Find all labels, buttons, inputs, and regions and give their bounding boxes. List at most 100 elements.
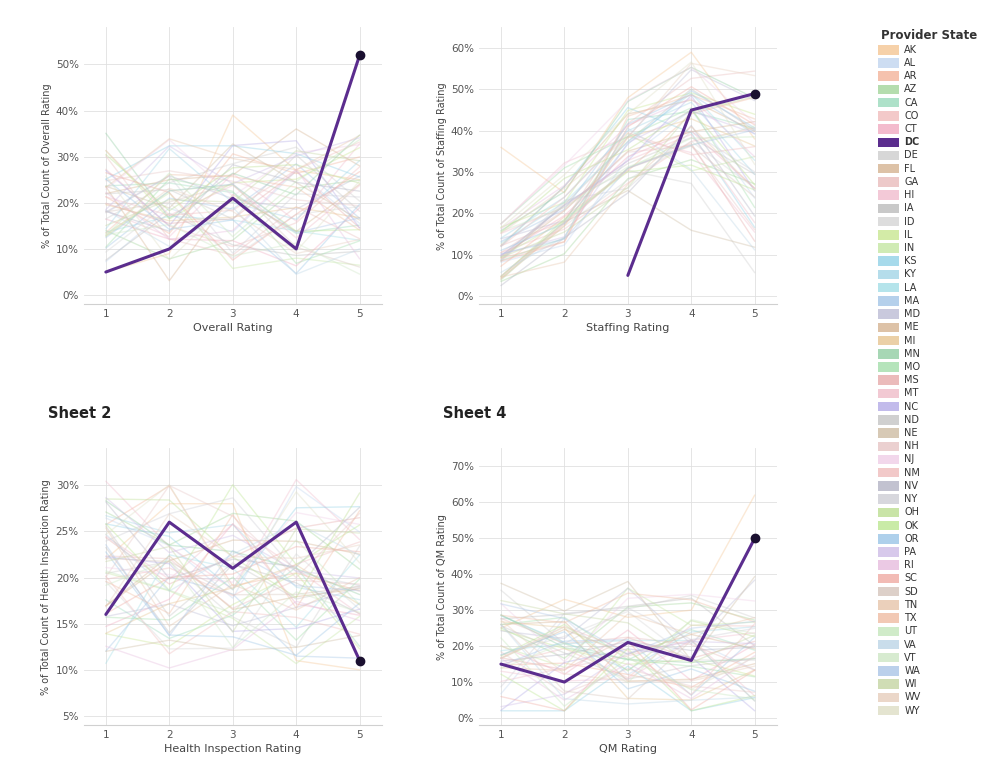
FancyBboxPatch shape <box>878 653 898 662</box>
FancyBboxPatch shape <box>878 111 898 121</box>
FancyBboxPatch shape <box>878 481 898 491</box>
Text: KY: KY <box>904 270 916 279</box>
Text: MD: MD <box>904 309 920 319</box>
FancyBboxPatch shape <box>878 389 898 398</box>
FancyBboxPatch shape <box>878 547 898 557</box>
FancyBboxPatch shape <box>878 680 898 689</box>
Text: CA: CA <box>904 98 918 107</box>
FancyBboxPatch shape <box>878 217 898 227</box>
FancyBboxPatch shape <box>878 428 898 437</box>
Text: SD: SD <box>904 586 918 597</box>
FancyBboxPatch shape <box>878 296 898 306</box>
FancyBboxPatch shape <box>878 177 898 187</box>
X-axis label: Staffing Rating: Staffing Rating <box>586 323 669 333</box>
FancyBboxPatch shape <box>878 125 898 134</box>
Text: WI: WI <box>904 679 917 689</box>
Text: NJ: NJ <box>904 455 914 464</box>
Text: MS: MS <box>904 376 919 385</box>
FancyBboxPatch shape <box>878 692 898 702</box>
FancyBboxPatch shape <box>878 415 898 425</box>
Text: AL: AL <box>904 58 916 68</box>
FancyBboxPatch shape <box>878 283 898 292</box>
FancyBboxPatch shape <box>878 336 898 345</box>
FancyBboxPatch shape <box>878 507 898 517</box>
FancyBboxPatch shape <box>878 441 898 451</box>
FancyBboxPatch shape <box>878 270 898 279</box>
Text: MO: MO <box>904 362 920 372</box>
Text: MA: MA <box>904 296 919 306</box>
FancyBboxPatch shape <box>878 613 898 622</box>
FancyBboxPatch shape <box>878 561 898 570</box>
FancyBboxPatch shape <box>878 706 898 715</box>
FancyBboxPatch shape <box>878 71 898 81</box>
Text: VA: VA <box>904 640 917 649</box>
Text: RI: RI <box>904 561 914 570</box>
FancyBboxPatch shape <box>878 574 898 583</box>
FancyBboxPatch shape <box>878 164 898 173</box>
Text: OH: OH <box>904 507 919 517</box>
FancyBboxPatch shape <box>878 256 898 266</box>
Text: OR: OR <box>904 534 919 544</box>
Text: NH: NH <box>904 441 919 452</box>
FancyBboxPatch shape <box>878 137 898 147</box>
FancyBboxPatch shape <box>878 600 898 610</box>
Y-axis label: % of Total Count of QM Rating: % of Total Count of QM Rating <box>437 514 447 659</box>
Text: DE: DE <box>904 151 918 161</box>
Y-axis label: % of Total Count of Overall Rating: % of Total Count of Overall Rating <box>41 84 51 249</box>
Y-axis label: % of Total Count of Health Inspection Rating: % of Total Count of Health Inspection Ra… <box>41 479 51 695</box>
Text: TX: TX <box>904 613 917 623</box>
Text: NM: NM <box>904 468 920 477</box>
Text: Provider State: Provider State <box>882 29 978 42</box>
Text: IN: IN <box>904 243 914 253</box>
X-axis label: QM Rating: QM Rating <box>599 744 657 754</box>
FancyBboxPatch shape <box>878 85 898 94</box>
FancyBboxPatch shape <box>878 666 898 676</box>
Text: IA: IA <box>904 203 914 213</box>
Text: HI: HI <box>904 191 914 200</box>
FancyBboxPatch shape <box>878 455 898 464</box>
Text: SC: SC <box>904 573 917 583</box>
FancyBboxPatch shape <box>878 243 898 252</box>
Text: CO: CO <box>904 111 919 121</box>
FancyBboxPatch shape <box>878 45 898 55</box>
Text: LA: LA <box>904 283 917 292</box>
FancyBboxPatch shape <box>878 376 898 385</box>
Text: AR: AR <box>904 71 918 82</box>
Text: ND: ND <box>904 415 919 425</box>
Text: FL: FL <box>904 164 915 174</box>
FancyBboxPatch shape <box>878 98 898 107</box>
FancyBboxPatch shape <box>878 191 898 200</box>
FancyBboxPatch shape <box>878 402 898 412</box>
Text: MN: MN <box>904 349 920 359</box>
Y-axis label: % of Total Count of Staffing Rating: % of Total Count of Staffing Rating <box>437 82 447 249</box>
Text: KS: KS <box>904 256 917 267</box>
Text: VT: VT <box>904 653 917 662</box>
Text: IL: IL <box>904 230 913 240</box>
Text: ME: ME <box>904 322 919 332</box>
Text: DC: DC <box>904 137 920 147</box>
Text: OK: OK <box>904 521 918 531</box>
FancyBboxPatch shape <box>878 640 898 649</box>
Text: WY: WY <box>904 706 920 716</box>
Text: MI: MI <box>904 336 916 346</box>
FancyBboxPatch shape <box>878 349 898 358</box>
X-axis label: Health Inspection Rating: Health Inspection Rating <box>164 744 301 754</box>
FancyBboxPatch shape <box>878 534 898 543</box>
Text: CT: CT <box>904 124 917 134</box>
FancyBboxPatch shape <box>878 468 898 477</box>
FancyBboxPatch shape <box>878 310 898 319</box>
Text: NV: NV <box>904 481 918 491</box>
Text: ID: ID <box>904 216 915 227</box>
FancyBboxPatch shape <box>878 362 898 372</box>
FancyBboxPatch shape <box>878 495 898 504</box>
FancyBboxPatch shape <box>878 322 898 332</box>
Text: UT: UT <box>904 626 917 637</box>
Text: NC: NC <box>904 401 918 412</box>
Text: WV: WV <box>904 692 921 702</box>
FancyBboxPatch shape <box>878 587 898 597</box>
Text: AZ: AZ <box>904 85 918 94</box>
Text: Sheet 4: Sheet 4 <box>443 405 507 421</box>
Text: PA: PA <box>904 547 916 557</box>
FancyBboxPatch shape <box>878 230 898 240</box>
Text: WA: WA <box>904 666 920 676</box>
